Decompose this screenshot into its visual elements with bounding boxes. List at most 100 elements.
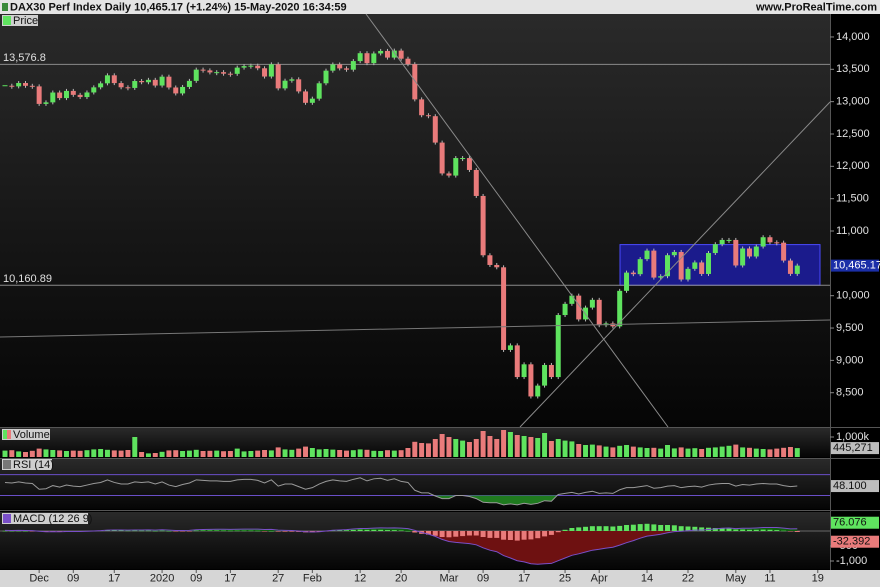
histogram-bar	[255, 530, 261, 532]
level-label: 10,160.89	[3, 273, 52, 285]
last-price-bg	[831, 259, 879, 272]
candle	[234, 67, 240, 74]
volume-bar	[193, 449, 199, 457]
x-tick-label: 25	[559, 572, 571, 584]
y-tick-label: 11,000	[836, 225, 869, 237]
histogram-bar	[535, 530, 541, 539]
candle	[596, 299, 602, 326]
y-tick-label: 12,500	[836, 128, 870, 140]
volume-bar	[207, 450, 213, 457]
volume-bar	[583, 445, 589, 457]
candle	[774, 242, 780, 244]
candle	[767, 237, 773, 243]
candle	[507, 345, 513, 350]
candle	[330, 64, 336, 71]
x-tick-label: 22	[682, 572, 694, 584]
candle	[542, 364, 548, 386]
x-tick-label: 20	[395, 572, 407, 584]
volume-bar	[2, 450, 8, 457]
histogram-bar	[760, 529, 766, 531]
candle	[651, 250, 657, 278]
macd-area	[5, 530, 798, 565]
histogram-bar	[753, 529, 759, 531]
volume-bar	[514, 435, 520, 457]
volume-bar	[405, 448, 411, 457]
volume-bar	[665, 445, 671, 457]
histogram-bar	[248, 530, 254, 532]
histogram-bar	[16, 530, 22, 532]
trend-line	[0, 319, 831, 338]
volume-bar	[596, 445, 602, 457]
volume-bar	[439, 434, 445, 457]
volume-bar	[98, 449, 104, 457]
histogram-bar	[719, 528, 725, 531]
volume-bar	[480, 431, 486, 457]
candle	[186, 80, 192, 87]
volume-bar	[289, 449, 295, 457]
candle	[781, 242, 787, 261]
candle	[630, 272, 636, 275]
histogram-bar	[166, 530, 172, 532]
volume-bar	[425, 443, 431, 457]
volume-bar	[603, 446, 609, 457]
histogram-bar	[610, 526, 616, 531]
price-label: Price	[2, 15, 38, 27]
candle	[70, 90, 76, 95]
candle	[125, 87, 131, 89]
histogram-bar	[733, 529, 739, 531]
volume-bar	[651, 447, 657, 457]
histogram-bar	[576, 527, 582, 531]
volume-bar	[63, 451, 69, 457]
histogram-bar	[111, 530, 117, 531]
volume-bar	[255, 450, 261, 457]
volume-bar	[330, 449, 336, 457]
candle	[57, 92, 63, 99]
candle	[350, 61, 356, 70]
volume-bar	[316, 449, 322, 457]
volume-bar	[473, 439, 479, 457]
histogram-bar	[241, 530, 247, 532]
volume-bar	[296, 448, 302, 457]
candle	[118, 83, 124, 88]
candle	[425, 115, 431, 117]
volume-bar	[555, 439, 561, 457]
volume-bar	[166, 450, 172, 457]
histogram-bar	[214, 530, 220, 532]
volume-bar	[111, 450, 117, 457]
candle	[760, 237, 766, 247]
x-tick-label: 12	[354, 572, 366, 584]
volume-bar	[432, 439, 438, 457]
histogram-bar	[637, 524, 643, 531]
panel-label: RSI (14)	[13, 459, 54, 471]
volume-bar	[753, 448, 759, 457]
histogram-bar	[173, 530, 179, 532]
volume-bar	[118, 450, 124, 457]
volume-bar	[57, 450, 63, 457]
candle	[371, 53, 377, 64]
histogram-bar	[494, 530, 500, 538]
histogram-bar	[460, 530, 466, 537]
candle	[207, 70, 213, 73]
volume-bar	[685, 448, 691, 457]
volume-bar	[658, 448, 664, 457]
histogram-bar	[152, 530, 158, 532]
volume-bar	[712, 447, 718, 457]
candle	[50, 92, 56, 103]
panel-label: Volume	[13, 429, 50, 441]
candle	[91, 87, 97, 93]
histogram-bar	[746, 529, 752, 531]
volume-bar	[794, 448, 800, 457]
candle	[405, 58, 411, 65]
histogram-bar	[439, 530, 445, 537]
histogram-bar	[344, 530, 349, 531]
candle	[555, 315, 561, 378]
histogram-bar	[391, 530, 397, 531]
candle	[719, 239, 725, 245]
candle	[439, 142, 445, 174]
volume-bar	[43, 449, 49, 457]
y-tick-label: 10,000	[836, 290, 870, 302]
candle	[296, 79, 302, 92]
candle	[453, 158, 459, 176]
y-tick-label: 11,500	[836, 193, 869, 205]
